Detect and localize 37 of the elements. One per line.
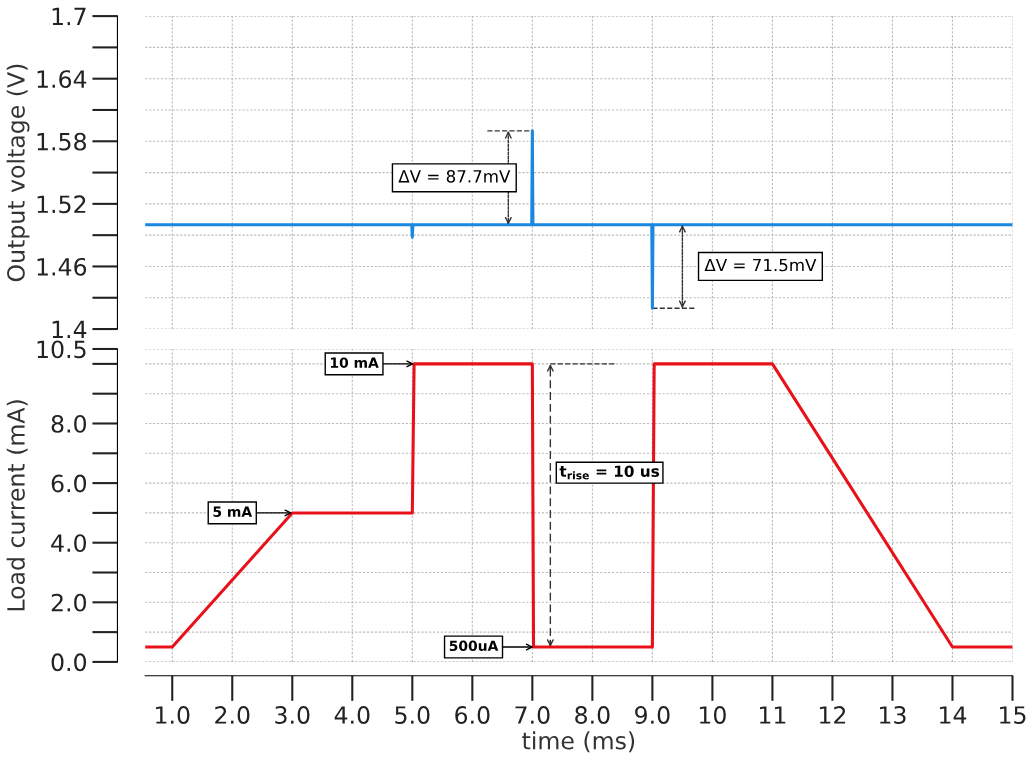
x-tick-label: 4.0 [334,706,370,724]
x-tick-label: 8.0 [575,706,610,724]
x-tick-label: 13 [880,706,906,724]
y-tick-label: 1.64 [37,70,87,88]
y-tick-label: 4.0 [51,534,87,553]
annotation: 5 mA [213,506,253,517]
y-axis-title: Output voltage (V) [6,64,30,282]
annotation: ΔV = 71.5mV [704,258,817,272]
line-series [145,129,1013,310]
x-tick-label: 9.0 [635,706,670,724]
y-tick-label: 0.0 [51,653,87,672]
annotation: ΔV = 87.7mV [398,170,511,183]
x-tick-label: 2.0 [215,706,250,724]
y-tick-label: 6.0 [51,474,87,493]
y-tick-label: 1.7 [52,7,86,26]
x-axis-title: time (ms) [522,731,635,753]
x-tick-label: 15 [1000,706,1026,724]
x-tick-label: 1.0 [156,706,190,724]
y-tick-label: 1.58 [37,132,86,151]
y-tick-label: 1.46 [37,257,87,276]
x-tick-label: 11 [759,706,786,724]
x-tick-label: 12 [820,706,846,724]
y-tick-label: 8.0 [51,414,87,433]
y-tick-label: 1.4 [52,320,87,339]
y-tick-label: 10.5 [37,340,86,359]
annotation: 10 mA [330,357,379,368]
x-tick-label: 7.0 [515,706,550,724]
annotation: t$_{rise}$ = 10 us [559,465,660,480]
x-tick-label: 6.0 [455,706,490,724]
annotation: 500uA [449,640,499,652]
y-tick-label: 1.52 [37,195,86,214]
x-tick-label: 10 [699,706,726,724]
x-tick-label: 5.0 [395,706,430,724]
y-axis-title: Load current (mA) [6,400,28,611]
x-tick-label: 14 [940,706,967,724]
x-tick-label: 3.0 [275,706,310,724]
y-tick-label: 2.0 [51,593,87,612]
